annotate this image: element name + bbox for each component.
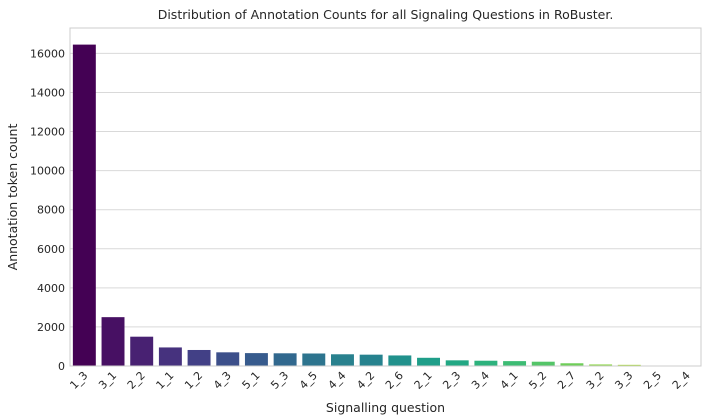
x-axis-label: Signalling question: [326, 400, 445, 415]
bar-3_4: [474, 360, 498, 366]
bar-2_7: [560, 363, 584, 366]
bar-1_2: [187, 349, 211, 366]
bars: [72, 44, 699, 367]
chart-title: Distribution of Annotation Counts for al…: [158, 7, 614, 22]
bar-2_3: [445, 360, 469, 366]
bar-4_5: [302, 353, 326, 366]
bar-2_1: [417, 357, 440, 366]
bar-5_1: [244, 353, 268, 366]
y-tick-label: 6000: [37, 243, 65, 256]
bar-5_3: [273, 353, 297, 366]
bar-5_2: [531, 361, 555, 366]
bar-4_2: [359, 354, 383, 366]
y-tick-label: 10000: [30, 165, 65, 178]
bar-1_1: [158, 347, 182, 366]
y-tick-label: 0: [58, 360, 65, 373]
bar-3_1: [101, 317, 125, 366]
bar-3_2: [589, 364, 613, 366]
y-axis-label: Annotation token count: [5, 124, 20, 271]
bar-4_3: [216, 352, 240, 366]
y-tick-label: 16000: [30, 47, 65, 60]
bar-4_1: [503, 361, 527, 366]
y-tick-label: 4000: [37, 282, 65, 295]
y-tick-label: 12000: [30, 126, 65, 139]
y-tick-label: 8000: [37, 204, 65, 217]
plot-frame: [69, 27, 702, 367]
bar-4_4: [331, 354, 354, 366]
y-tick-labels: 0 2000 4000 6000 8000 10000 12000 14000 16000: [30, 47, 65, 373]
y-tick-label: 2000: [37, 321, 65, 334]
bar-2_6: [388, 355, 412, 366]
bar-3_3: [617, 364, 641, 366]
y-tick-label: 14000: [30, 86, 65, 99]
bar-1_3: [72, 44, 96, 367]
bar-2_2: [130, 336, 154, 366]
